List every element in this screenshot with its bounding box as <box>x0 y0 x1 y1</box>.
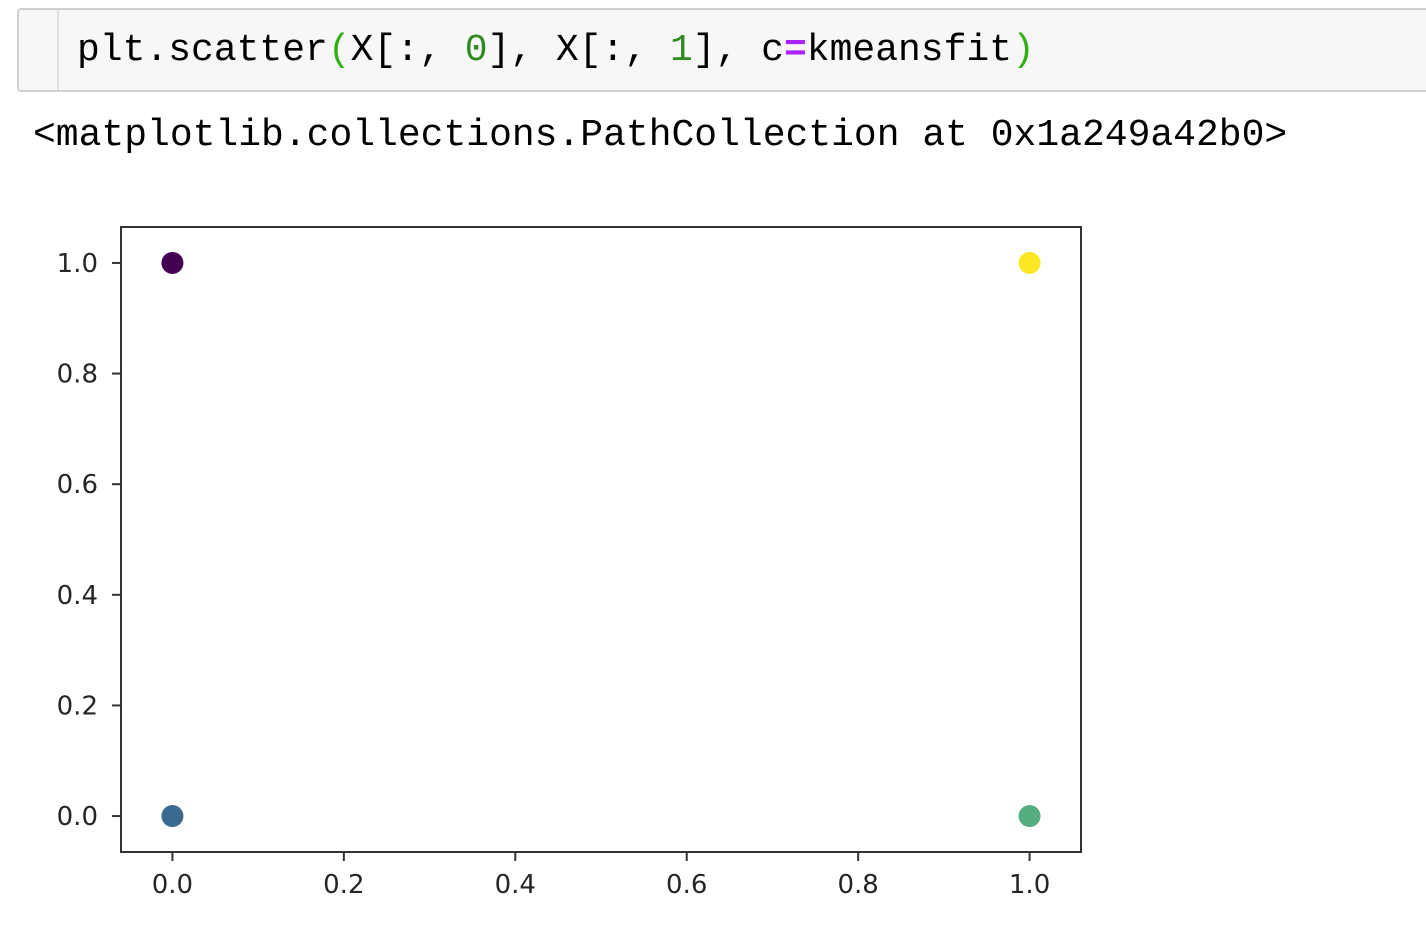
cell-prompt-gutter <box>19 10 59 90</box>
x-tick-label: 0.0 <box>152 870 193 900</box>
code-token: = <box>783 29 807 72</box>
code-token: ) <box>1012 29 1035 72</box>
scatter-point <box>161 805 184 828</box>
y-tick-label: 0.4 <box>57 581 98 611</box>
y-tick-label: 0.8 <box>57 360 98 390</box>
x-tick-label: 0.8 <box>837 870 878 900</box>
x-tick-label: 0.2 <box>323 870 364 900</box>
x-tick-label: 1.0 <box>1009 870 1050 900</box>
code-token: ], c <box>692 29 784 72</box>
x-tick-label: 0.6 <box>666 870 707 900</box>
cell-output-text: <matplotlib.collections.PathCollection a… <box>33 114 1288 157</box>
code-line[interactable]: plt.scatter(X[:, 0], X[:, 1], c=kmeansfi… <box>77 28 1035 74</box>
code-token: X[:, <box>350 29 465 72</box>
plot-axes-frame <box>120 226 1082 853</box>
code-token: plt.scatter <box>77 29 328 72</box>
x-tick-label: 0.4 <box>495 870 536 900</box>
scatter-point <box>161 251 184 274</box>
y-tick-label: 0.0 <box>57 802 98 832</box>
code-token: ( <box>327 29 351 72</box>
code-token: ], X[:, <box>487 29 670 72</box>
code-token: kmeansfit <box>806 29 1013 72</box>
scatter-point <box>1018 251 1041 274</box>
scatter-point <box>1018 805 1041 828</box>
y-tick-label: 1.0 <box>57 249 98 279</box>
y-tick-label: 0.6 <box>57 470 98 500</box>
code-token: 1 <box>669 29 693 72</box>
code-cell-input[interactable]: plt.scatter(X[:, 0], X[:, 1], c=kmeansfi… <box>17 8 1426 92</box>
code-token: 0 <box>464 29 488 72</box>
y-tick-label: 0.2 <box>57 691 98 721</box>
